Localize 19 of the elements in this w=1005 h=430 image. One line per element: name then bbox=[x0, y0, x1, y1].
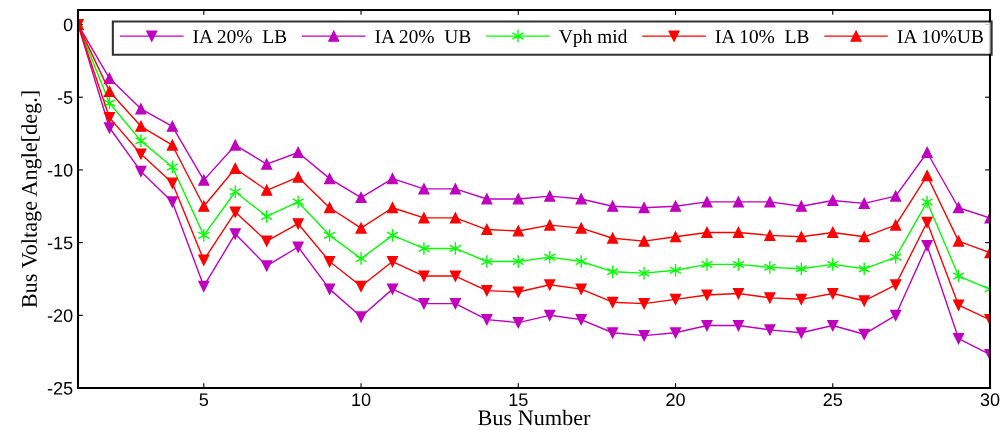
x-tick-label: 30 bbox=[980, 393, 1000, 407]
legend-label: IA 10%UB bbox=[897, 29, 983, 44]
legend-label: IA 10% LB bbox=[715, 29, 809, 44]
x-tick-label: 10 bbox=[352, 393, 371, 407]
y-axis-title: Bus Voltage Angle[deg.] bbox=[21, 91, 42, 308]
y-tick-label: -5 bbox=[57, 91, 73, 104]
x-tick-label: 20 bbox=[666, 393, 685, 407]
y-tick-label: -20 bbox=[47, 309, 73, 323]
y-tick-label: -15 bbox=[47, 236, 73, 250]
y-tick-label: -10 bbox=[47, 163, 73, 177]
x-axis-title: Bus Number bbox=[478, 409, 591, 426]
x-tick-label: 15 bbox=[509, 393, 528, 407]
x-tick-label: 5 bbox=[199, 393, 209, 407]
x-tick-label: 25 bbox=[823, 393, 843, 407]
y-tick-label: -25 bbox=[47, 381, 73, 395]
legend-label: IA 20% UB bbox=[375, 29, 471, 44]
legend-label: IA 20% LB bbox=[193, 29, 287, 44]
y-tick-label: 0 bbox=[63, 18, 73, 32]
legend-label: Vph mid bbox=[558, 29, 628, 48]
